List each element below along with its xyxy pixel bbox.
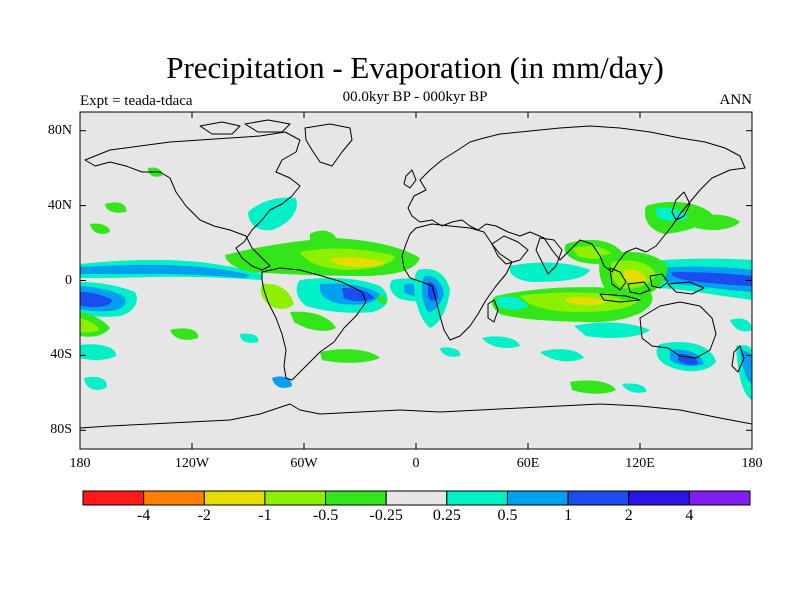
colorbar-swatch — [143, 490, 205, 506]
colorbar-label: 4 — [685, 507, 694, 524]
colorbar — [82, 490, 751, 506]
contour-region — [624, 269, 646, 283]
contour-region — [342, 288, 374, 301]
lon-tick-label: 60E — [516, 456, 540, 471]
contour-region — [690, 214, 740, 230]
contour-region — [482, 336, 520, 348]
contour-region — [105, 202, 127, 213]
lon-tick-label: 60W — [290, 456, 318, 471]
colorbar-label: -4 — [136, 507, 151, 524]
contour-region — [80, 344, 117, 360]
contour-region — [272, 376, 292, 388]
season-label: ANN — [719, 92, 753, 108]
coastlines — [80, 119, 752, 429]
colorbar-label: 0.25 — [432, 507, 461, 524]
lat-tick-label: 40N — [47, 197, 72, 213]
colorbar-label: 0.5 — [497, 507, 518, 524]
contour-region — [622, 383, 647, 393]
contour-region — [80, 318, 100, 333]
colorbar-swatch — [628, 490, 690, 506]
contour-region — [574, 322, 650, 338]
contour-region — [240, 333, 259, 343]
colorbar-swatch — [82, 490, 145, 506]
contour-region — [330, 257, 385, 267]
contour-region — [377, 295, 387, 304]
colorbar-swatch — [506, 490, 569, 506]
colorbar-swatch — [264, 490, 327, 506]
lat-tick-label: 40S — [50, 347, 72, 363]
contour-region — [570, 380, 616, 394]
contour-region — [310, 230, 336, 243]
colorbar-label: 1 — [564, 507, 573, 524]
precip-field — [80, 119, 752, 429]
lon-tick-label: 120E — [625, 456, 655, 471]
contour-region — [671, 272, 752, 286]
contour-region — [290, 311, 336, 331]
colorbar-swatch — [325, 490, 387, 506]
colorbar-label: -0.5 — [312, 507, 339, 524]
contour-region — [90, 223, 110, 234]
contour-region — [320, 349, 380, 363]
lon-tick-label: 180 — [741, 456, 763, 471]
colorbar-label: -0.25 — [369, 507, 403, 524]
lat-tick-label: 0 — [65, 272, 72, 288]
contour-region — [80, 292, 112, 307]
experiment-label: Expt = teada-tdaca — [80, 93, 193, 109]
contour-region — [428, 282, 438, 301]
lon-tick-label: 120W — [174, 456, 210, 471]
contour-region — [540, 349, 584, 362]
contour-region — [496, 296, 528, 310]
colorbar-swatch — [203, 490, 266, 506]
colorbar-swatch — [688, 490, 751, 506]
plot-subtitle: 00.0kyr BP - 000kyr BP — [342, 89, 488, 105]
colorbar-label: -2 — [197, 507, 211, 524]
colorbar-label: -1 — [258, 507, 272, 524]
contour-region — [84, 376, 107, 390]
contour-region — [440, 347, 461, 357]
colorbar-swatch — [385, 490, 448, 506]
colorbar-label: 2 — [624, 507, 633, 524]
tick-marks — [79, 112, 753, 449]
colorbar-swatch — [446, 490, 508, 506]
plot-title: Precipitation - Evaporation (in mm/day) — [166, 50, 664, 85]
contour-region — [566, 297, 606, 305]
lat-tick-label: 80S — [50, 422, 72, 438]
lon-tick-label: 180 — [69, 456, 91, 471]
lat-tick-label: 80N — [47, 122, 72, 138]
contour-region — [170, 328, 199, 340]
contour-region — [80, 264, 250, 278]
lon-tick-label: 0 — [412, 456, 420, 471]
colorbar-swatch — [567, 490, 630, 506]
contour-region — [730, 318, 752, 332]
contour-region — [260, 283, 294, 309]
contour-region — [740, 350, 752, 384]
